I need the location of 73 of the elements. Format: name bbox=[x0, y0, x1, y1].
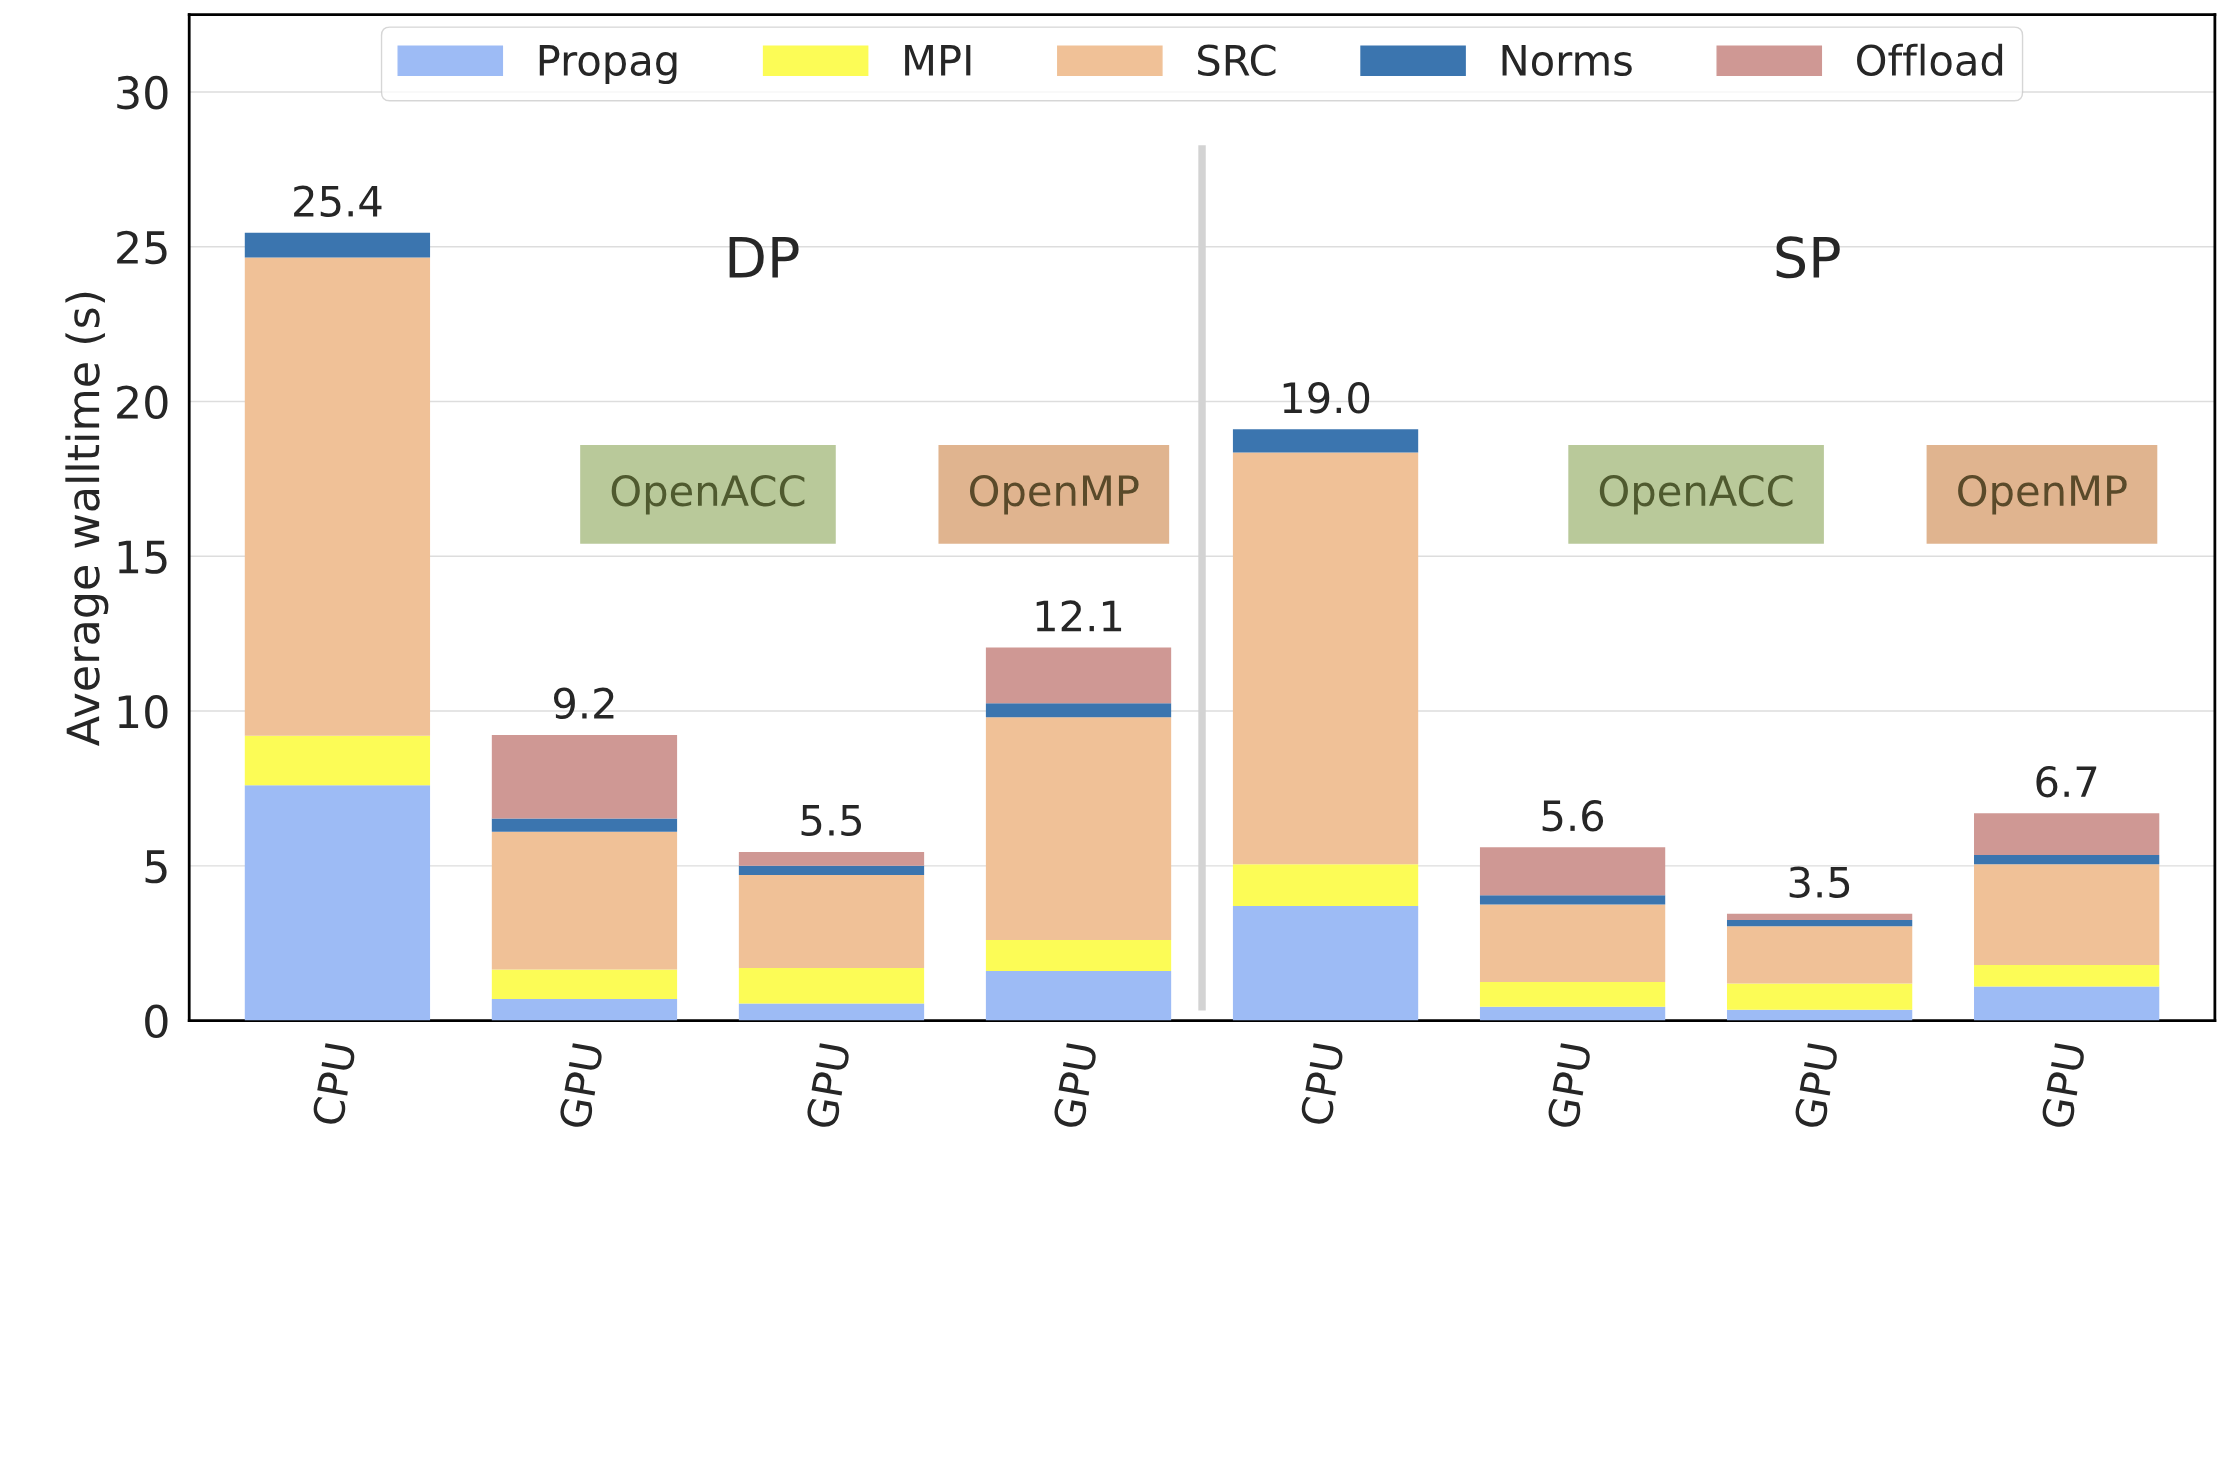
bar bbox=[244, 785, 431, 1021]
bar bbox=[985, 971, 1172, 1021]
y-tick-label: 30 bbox=[117, 75, 168, 110]
x-tick-label: GPU bbox=[1793, 1043, 1839, 1130]
y-tick-label: 20 bbox=[117, 385, 168, 420]
total-label: 12.1 bbox=[1036, 600, 1122, 632]
annotation: OpenACC bbox=[1599, 474, 1793, 515]
bar bbox=[1974, 813, 2160, 855]
bar bbox=[1232, 864, 1419, 907]
total-label: 5.5 bbox=[801, 805, 861, 837]
bar bbox=[1232, 429, 1419, 453]
y-axis-title: Average walltime (s) bbox=[65, 292, 109, 746]
bar bbox=[1726, 983, 1913, 1010]
x-tick-label: GPU bbox=[1546, 1043, 1592, 1130]
x-tick-label: CPU bbox=[311, 1043, 357, 1127]
annotation: OpenMP bbox=[969, 474, 1139, 515]
y-tick-label: 10 bbox=[118, 694, 168, 729]
bar bbox=[1479, 895, 1666, 905]
total-label: 3.5 bbox=[1789, 866, 1850, 898]
bar bbox=[244, 232, 431, 258]
legend-label: Norms bbox=[1502, 45, 1632, 76]
bar bbox=[985, 647, 1172, 704]
y-tick-label: 5 bbox=[145, 850, 167, 884]
bar bbox=[1974, 864, 2160, 965]
annotation: OpenACC bbox=[611, 474, 805, 515]
annotation: OpenMP bbox=[1958, 474, 2127, 515]
bar bbox=[738, 1003, 925, 1021]
bar bbox=[1726, 926, 1913, 984]
legend-label: Propag bbox=[539, 45, 677, 85]
bar bbox=[491, 998, 678, 1021]
bar bbox=[738, 875, 925, 968]
y-tick-label: 25 bbox=[117, 230, 167, 265]
total-label: 19.0 bbox=[1283, 382, 1370, 414]
bar bbox=[1479, 904, 1666, 982]
annotation: DP bbox=[729, 237, 799, 278]
x-tick-label: GPU bbox=[1052, 1043, 1098, 1130]
bar bbox=[1974, 964, 2160, 987]
annotation: SP bbox=[1776, 236, 1840, 279]
bar bbox=[1726, 920, 1913, 927]
total-label: 25.4 bbox=[294, 185, 382, 217]
bar bbox=[1974, 986, 2160, 1021]
bar bbox=[985, 717, 1172, 941]
total-label: 9.2 bbox=[553, 687, 614, 720]
x-tick-label: GPU bbox=[805, 1043, 851, 1130]
legend-label: MPI bbox=[905, 45, 971, 76]
bar bbox=[244, 257, 431, 736]
bar bbox=[1232, 452, 1419, 865]
bar bbox=[1479, 1006, 1666, 1021]
bar bbox=[491, 969, 678, 999]
bar bbox=[491, 734, 678, 819]
total-label: 6.7 bbox=[2036, 765, 2097, 798]
bar bbox=[738, 851, 925, 866]
bar bbox=[738, 865, 925, 876]
legend-label: Offload bbox=[1857, 43, 2003, 76]
bar bbox=[244, 735, 431, 786]
bar bbox=[738, 967, 925, 1004]
bar bbox=[1479, 981, 1666, 1007]
bar bbox=[1232, 906, 1419, 1021]
y-tick-label: 0 bbox=[145, 1004, 168, 1039]
x-tick-label: CPU bbox=[1299, 1043, 1345, 1127]
bar bbox=[1479, 847, 1666, 896]
y-tick-label: 15 bbox=[118, 540, 167, 574]
bar bbox=[1974, 854, 2160, 865]
x-tick-label: GPU bbox=[2040, 1043, 2086, 1130]
bar bbox=[491, 831, 678, 970]
total-label: 5.6 bbox=[1542, 799, 1604, 832]
bar bbox=[1726, 913, 1913, 920]
bar bbox=[1726, 1009, 1913, 1021]
x-tick-label: GPU bbox=[558, 1043, 604, 1130]
bar bbox=[985, 940, 1172, 972]
bar bbox=[985, 703, 1172, 718]
bar bbox=[491, 818, 678, 832]
legend-label: SRC bbox=[1198, 44, 1276, 76]
